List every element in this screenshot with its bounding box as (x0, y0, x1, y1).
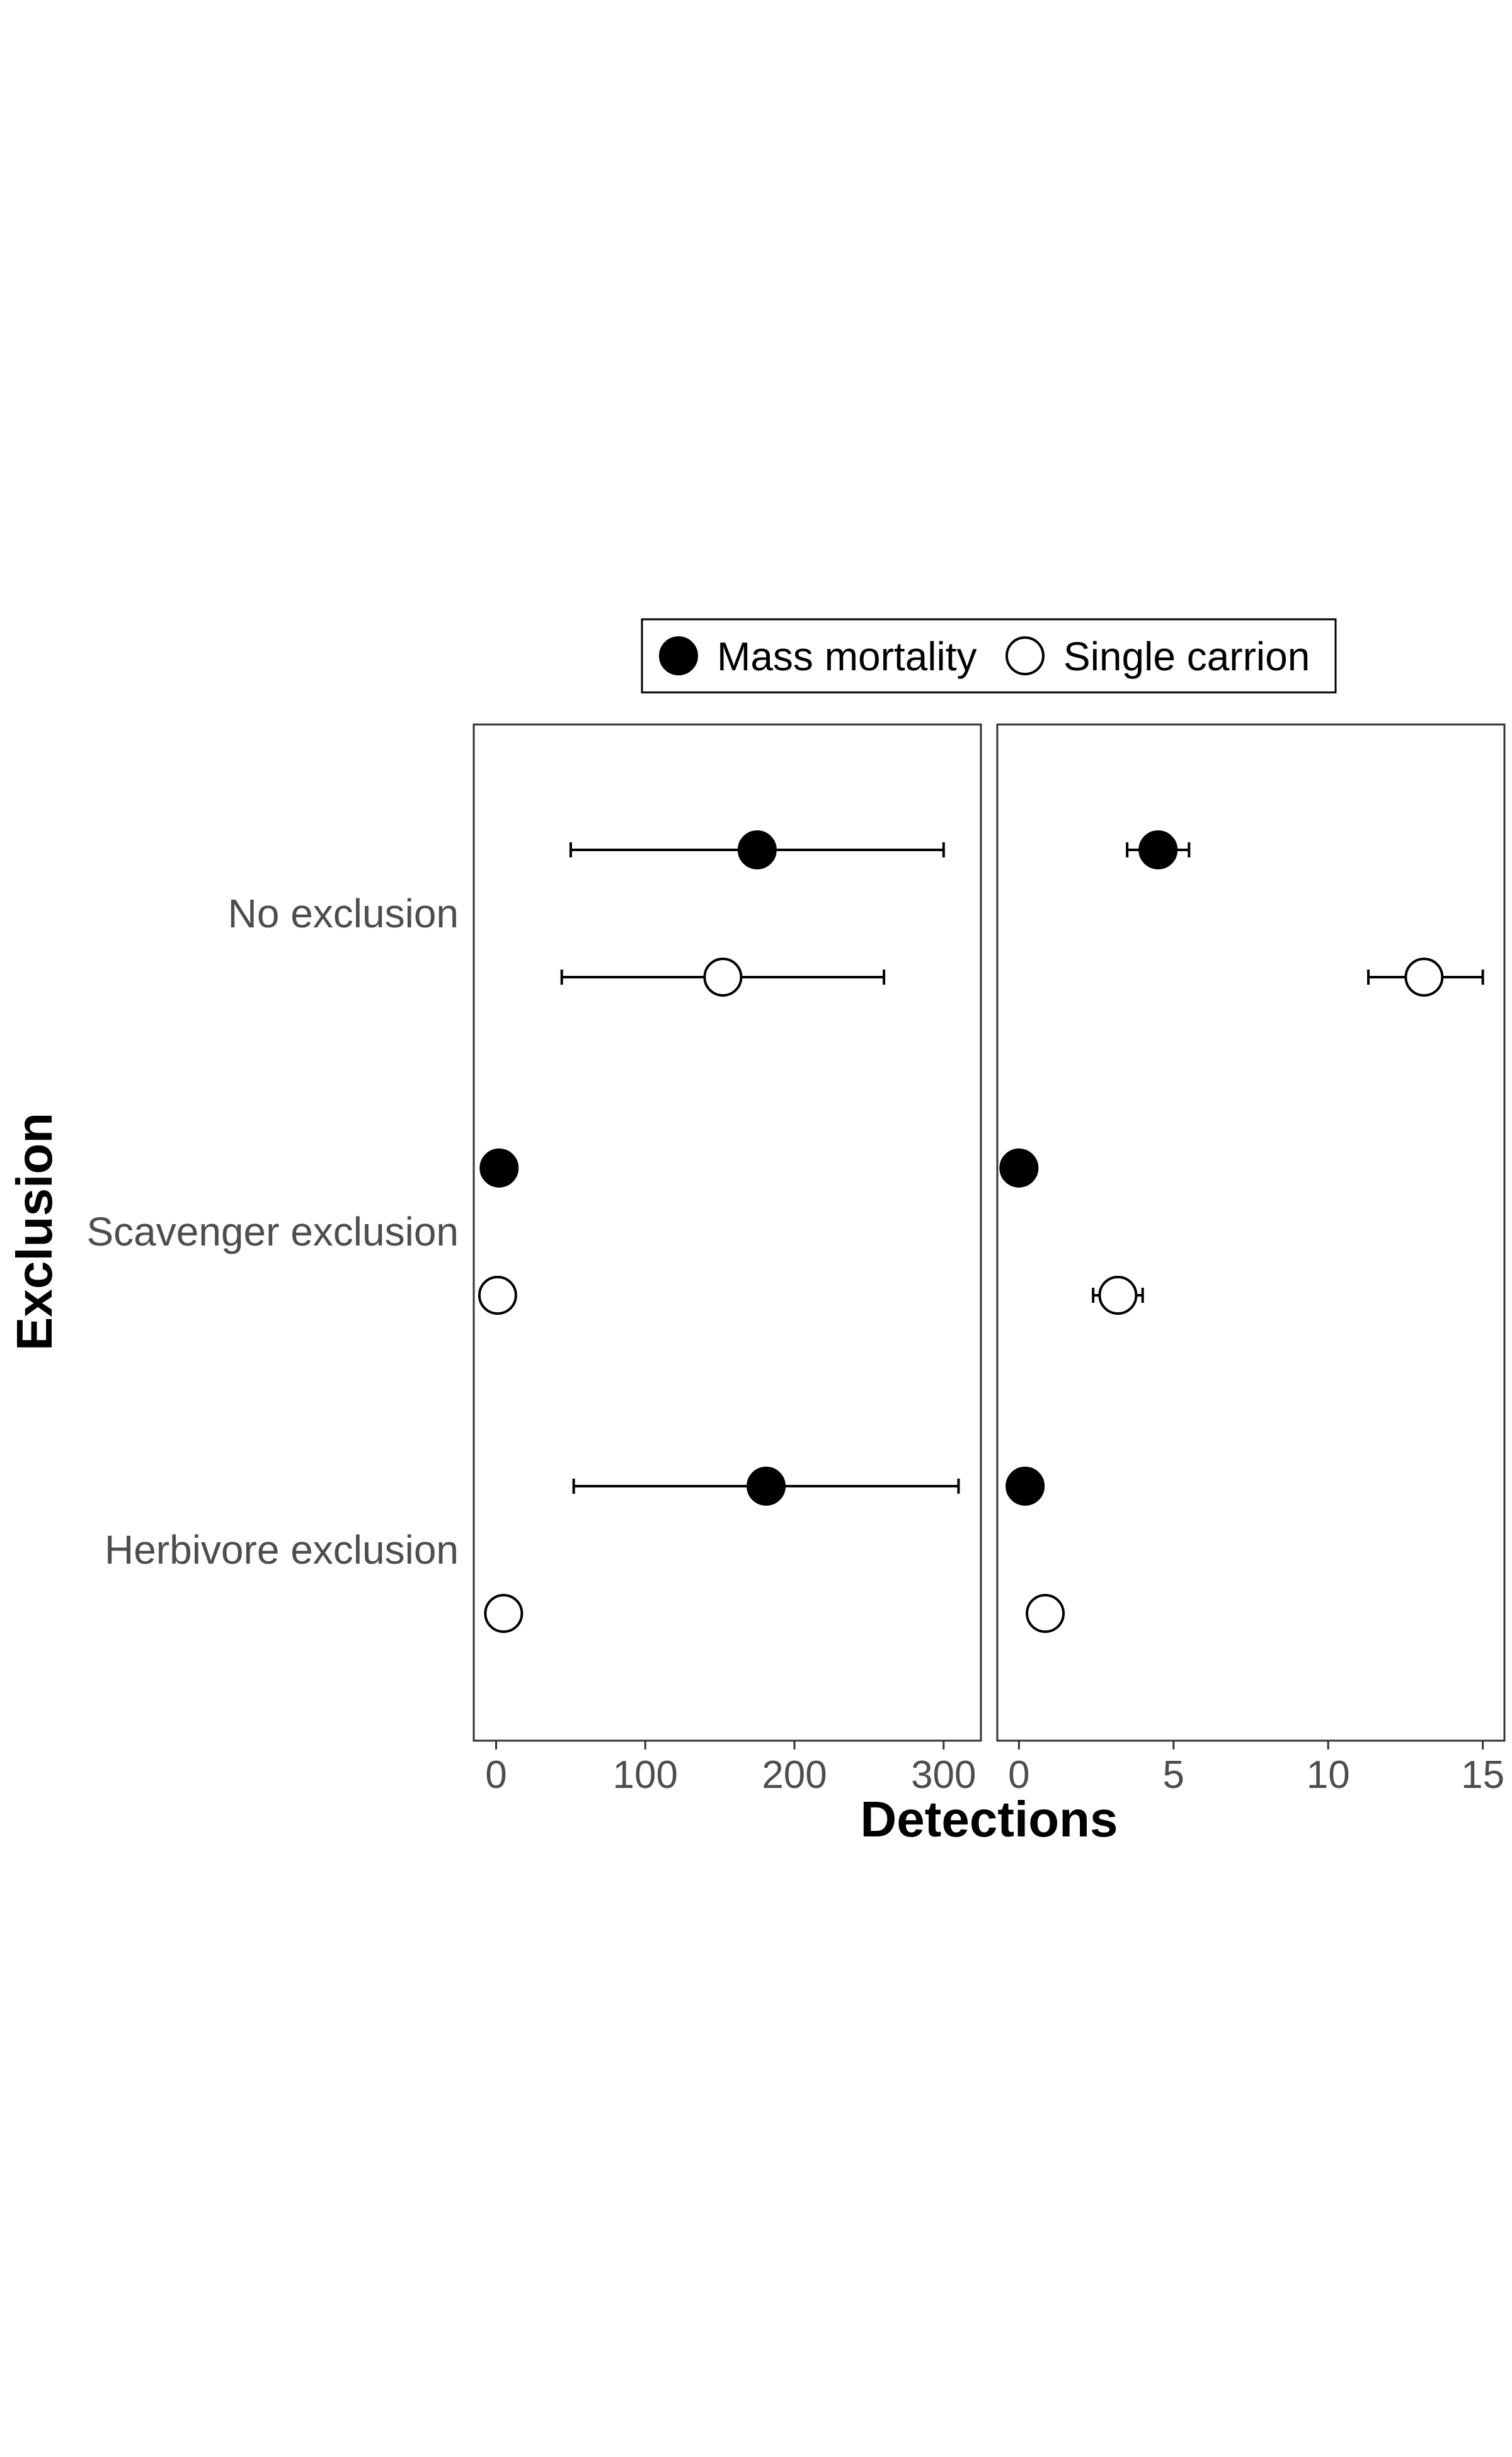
legend-marker (659, 636, 698, 675)
x-tick-label: 15 (1461, 1753, 1504, 1797)
panel-2: 0 5 10 15 (996, 723, 1506, 1797)
x-tick-label: 5 (1163, 1753, 1184, 1797)
x-tick-label: 300 (911, 1753, 976, 1797)
data-point (1126, 830, 1191, 869)
legend-entry: Single carrion (1005, 634, 1310, 679)
point-marker (1138, 830, 1178, 869)
x-tick-label: 10 (1307, 1753, 1350, 1797)
point-marker (1005, 1467, 1045, 1506)
data-point (1367, 958, 1484, 997)
x-tick-label: 100 (613, 1753, 678, 1797)
data-point (479, 1148, 519, 1188)
point-marker (478, 1276, 517, 1315)
point-marker (1026, 1594, 1065, 1633)
point-marker (747, 1467, 786, 1506)
data-point (1092, 1276, 1144, 1315)
point-marker (737, 830, 777, 869)
point-marker (999, 1148, 1039, 1188)
panel-frame (472, 723, 982, 1742)
y-tick-label: Scavenger exclusion (86, 1209, 459, 1254)
point-marker (1098, 1276, 1138, 1315)
point-marker (703, 958, 743, 997)
chart-panels: 0 100 200 300 0 5 10 15 (472, 723, 1506, 1797)
y-tick-label: No exclusion (228, 891, 459, 936)
legend-marker (1005, 636, 1045, 675)
legend-label: Single carrion (1063, 634, 1310, 679)
x-tick-label: 0 (1008, 1753, 1029, 1797)
legend-label: Mass mortality (717, 634, 977, 679)
data-point (478, 1276, 517, 1315)
legend-entry: Mass mortality (659, 634, 977, 679)
point-marker (1404, 958, 1444, 997)
x-tick-label: 200 (762, 1753, 827, 1797)
data-point (560, 958, 886, 997)
legend-box (641, 618, 1337, 694)
panel-1: 0 100 200 300 (472, 723, 982, 1797)
y-tick-labels: No exclusion Scavenger exclusion Herbivore… (86, 891, 459, 1572)
y-tick-label: Herbivore exclusion (105, 1527, 459, 1572)
panel-frame (996, 723, 1506, 1742)
legend: Mass mortality Single carrion (641, 618, 1337, 694)
x-tick-label: 0 (485, 1753, 507, 1797)
data-point (1005, 1467, 1045, 1506)
point-marker (479, 1148, 519, 1188)
data-point (569, 830, 945, 869)
data-point (484, 1594, 524, 1633)
data-point (999, 1148, 1039, 1188)
x-axis-title: Detections (861, 1791, 1118, 1847)
point-marker (484, 1594, 524, 1633)
data-point (572, 1467, 960, 1506)
y-axis-title: Exclusion (6, 1113, 62, 1351)
data-point (1026, 1594, 1065, 1633)
